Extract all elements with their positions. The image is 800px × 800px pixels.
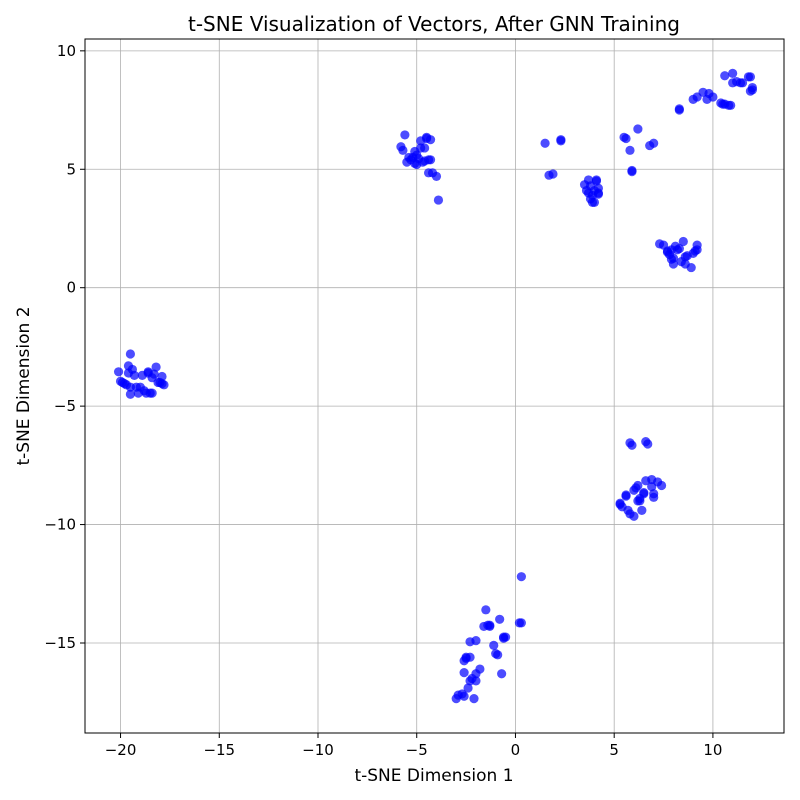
data-point [556, 135, 566, 145]
data-point [639, 489, 649, 499]
data-point [674, 244, 684, 254]
data-point [516, 618, 526, 628]
data-point [718, 99, 728, 109]
data-point [475, 664, 485, 674]
data-point [649, 138, 659, 148]
data-point [398, 145, 408, 155]
data-point [463, 683, 473, 693]
data-point [483, 620, 493, 630]
data-point [621, 491, 631, 501]
data-point [548, 169, 558, 179]
data-point [113, 367, 124, 377]
data-point [125, 349, 136, 359]
y-tick-label: −15 [44, 634, 76, 652]
x-tick-label: 10 [703, 741, 722, 759]
data-point [678, 236, 688, 247]
x-tick-label: −10 [302, 741, 334, 759]
y-tick-label: −5 [54, 397, 76, 415]
data-point [125, 389, 136, 399]
data-point [465, 637, 475, 647]
data-point [625, 145, 635, 155]
data-point [135, 382, 145, 392]
data-point [680, 259, 690, 269]
data-point [433, 195, 444, 205]
data-point [702, 94, 712, 104]
data-point [637, 505, 647, 515]
data-point [418, 157, 428, 167]
x-tick-label: −5 [406, 741, 428, 759]
x-tick-label: 5 [609, 741, 619, 759]
data-point [643, 439, 653, 449]
y-tick-label: 5 [66, 160, 76, 178]
data-point [143, 367, 153, 377]
data-point [633, 496, 643, 506]
data-point [119, 379, 130, 389]
data-point [495, 614, 505, 624]
data-point [459, 691, 469, 701]
data-point [647, 482, 657, 492]
data-point [151, 362, 161, 372]
x-tick-label: −15 [203, 741, 235, 759]
grid-layer [85, 39, 784, 733]
data-point [451, 694, 461, 704]
data-point [461, 653, 471, 663]
points-layer [113, 68, 758, 704]
y-tick-label: −10 [44, 516, 76, 534]
data-point [499, 632, 509, 642]
data-point [728, 68, 738, 78]
data-point [692, 245, 702, 255]
data-point [641, 476, 651, 486]
data-point [491, 649, 501, 659]
data-point [627, 165, 637, 176]
data-point [416, 143, 426, 153]
data-point [591, 175, 602, 185]
data-point [516, 572, 526, 582]
data-point [127, 364, 137, 375]
x-axis-label: t-SNE Dimension 1 [354, 766, 513, 786]
data-point [489, 640, 499, 650]
data-point [422, 133, 432, 144]
plot-frame [84, 38, 785, 734]
y-tick-label: 10 [57, 42, 76, 60]
data-point [633, 124, 643, 134]
data-point [745, 72, 756, 82]
data-point [497, 669, 507, 679]
data-point [400, 130, 410, 140]
data-point [615, 499, 625, 510]
data-point [674, 104, 684, 114]
data-point [593, 188, 603, 198]
data-point [459, 668, 469, 678]
data-point [619, 132, 629, 142]
data-point [467, 673, 477, 684]
data-point [469, 694, 479, 704]
data-point [649, 489, 659, 499]
data-point [627, 440, 637, 450]
data-point [656, 480, 667, 491]
data-point [747, 85, 758, 95]
data-point [147, 388, 157, 398]
data-point [662, 247, 673, 257]
y-axis-label: t-SNE Dimension 2 [14, 306, 34, 465]
data-point [720, 71, 730, 81]
data-point [629, 485, 639, 495]
x-tick-label: −20 [105, 741, 137, 759]
data-point [583, 188, 594, 198]
data-point [589, 197, 600, 208]
data-point [481, 605, 491, 615]
y-tick-label: 0 [66, 279, 76, 297]
data-point [735, 78, 746, 88]
data-point [540, 138, 550, 148]
x-tick-label: 0 [511, 741, 521, 759]
chart-title: t-SNE Visualization of Vectors, After GN… [188, 12, 680, 36]
data-point [431, 171, 442, 181]
data-point [625, 509, 635, 519]
ticks-layer: −20 −15 −10 −5 0 5 10 −15 −10 −5 0 5 10 [44, 42, 722, 759]
data-point [668, 253, 679, 263]
data-point [155, 377, 165, 388]
data-point [412, 150, 422, 160]
